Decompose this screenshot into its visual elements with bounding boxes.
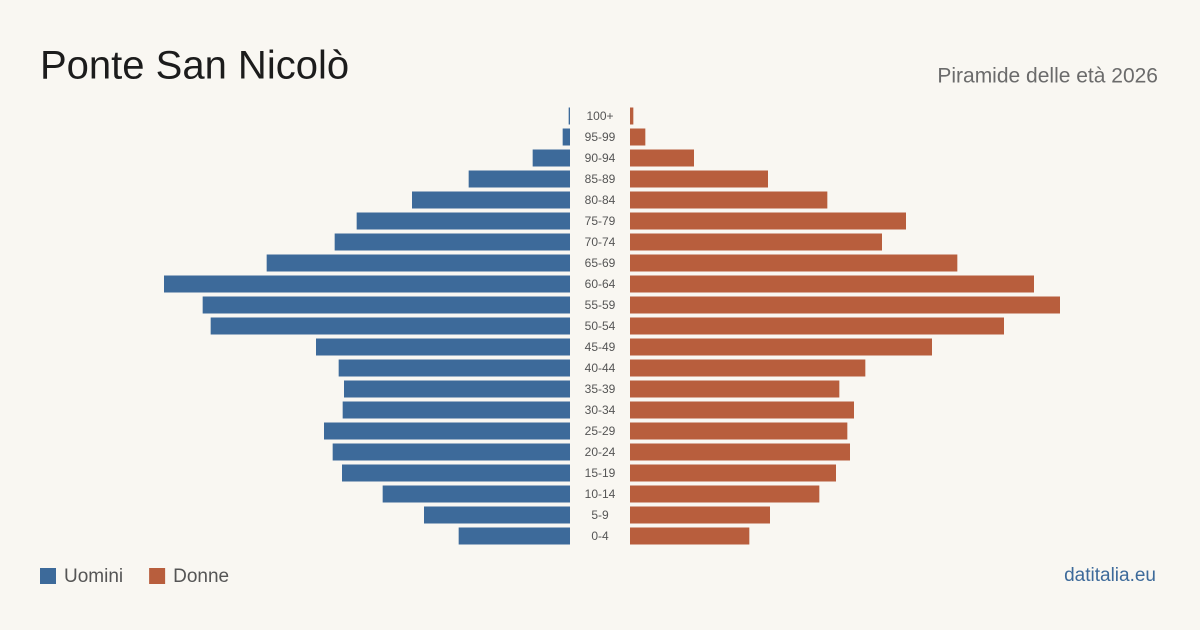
- bar: [630, 212, 906, 230]
- bar: [458, 527, 570, 545]
- bar: [630, 506, 770, 524]
- age-label: 10-14: [585, 487, 616, 501]
- bar: [630, 191, 828, 209]
- chart-title: Ponte San Nicolò: [40, 44, 349, 88]
- bar: [468, 170, 570, 188]
- bar: [630, 275, 1034, 293]
- bar: [630, 170, 768, 188]
- bar: [630, 128, 646, 146]
- age-label: 75-79: [585, 214, 616, 228]
- age-label: 20-24: [585, 445, 616, 459]
- bar: [334, 233, 570, 251]
- bar: [382, 485, 570, 503]
- bar: [342, 401, 570, 419]
- bar: [630, 149, 694, 167]
- legend-swatch: [40, 568, 56, 584]
- age-label: 50-54: [585, 319, 616, 333]
- bar: [202, 296, 570, 314]
- legend-label: Uomini: [64, 566, 123, 587]
- age-label: 90-94: [585, 151, 616, 165]
- bar: [630, 485, 820, 503]
- age-label: 80-84: [585, 193, 616, 207]
- bar: [630, 254, 958, 272]
- bar: [316, 338, 570, 356]
- bar: [630, 401, 854, 419]
- bar: [266, 254, 570, 272]
- bar: [210, 317, 570, 335]
- bar: [332, 443, 570, 461]
- bar: [562, 128, 570, 146]
- bar: [342, 464, 570, 482]
- bar: [630, 296, 1060, 314]
- legend-label: Donne: [173, 566, 229, 587]
- age-label: 45-49: [585, 340, 616, 354]
- age-label: 65-69: [585, 256, 616, 270]
- bar: [630, 380, 840, 398]
- bar: [338, 359, 570, 377]
- bar: [630, 317, 1004, 335]
- bar: [630, 233, 882, 251]
- bar: [630, 107, 634, 125]
- age-label: 40-44: [585, 361, 616, 375]
- age-label: 100+: [586, 109, 613, 123]
- age-label: 5-9: [591, 508, 609, 522]
- age-label: 35-39: [585, 382, 616, 396]
- bar: [568, 107, 570, 125]
- bar: [630, 443, 850, 461]
- bar: [630, 359, 866, 377]
- age-label: 60-64: [585, 277, 616, 291]
- bar: [424, 506, 570, 524]
- bar: [164, 275, 570, 293]
- bar: [630, 338, 932, 356]
- age-label: 55-59: [585, 298, 616, 312]
- age-label: 30-34: [585, 403, 616, 417]
- age-label: 25-29: [585, 424, 616, 438]
- bar: [532, 149, 570, 167]
- source: datitalia.eu: [1064, 565, 1156, 586]
- age-label: 70-74: [585, 235, 616, 249]
- bar: [324, 422, 570, 440]
- age-label: 15-19: [585, 466, 616, 480]
- legend-swatch: [149, 568, 166, 584]
- age-label: 95-99: [585, 130, 616, 144]
- chart-subtitle: Piramide delle età 2026: [937, 65, 1158, 88]
- bar: [630, 527, 750, 545]
- bar: [356, 212, 570, 230]
- bar: [344, 380, 570, 398]
- bar: [630, 464, 836, 482]
- bar: [412, 191, 570, 209]
- bar: [630, 422, 848, 440]
- age-label: 85-89: [585, 172, 616, 186]
- age-label: 0-4: [591, 529, 609, 543]
